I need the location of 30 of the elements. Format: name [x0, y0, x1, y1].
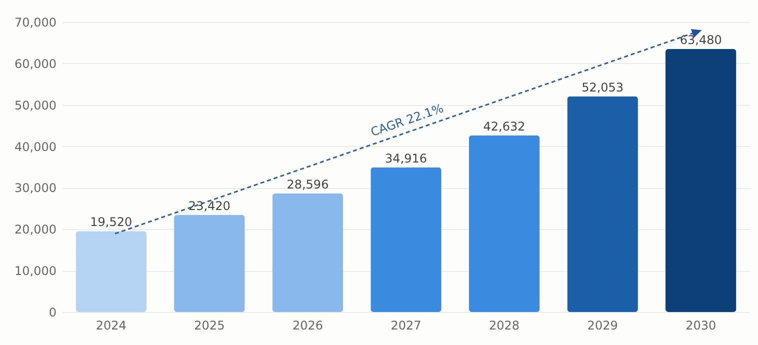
x-tick-label: 2029	[587, 318, 618, 332]
bar	[468, 135, 540, 312]
x-tick-label: 2028	[489, 318, 520, 332]
data-label: 63,480	[680, 33, 722, 48]
x-tick-label: 2025	[194, 318, 225, 332]
x-tick-label: 2026	[292, 318, 323, 332]
x-tick-label: 2024	[96, 318, 126, 332]
y-tick-label: 40,000	[14, 140, 56, 154]
y-tick-label: 20,000	[14, 222, 56, 237]
y-tick-label: 10,000	[14, 264, 56, 278]
y-tick-label: 60,000	[14, 56, 56, 71]
annotation: CAGR 22.1%	[368, 101, 446, 140]
y-tick-label: 0	[48, 306, 56, 320]
y-tick-label: 30,000	[14, 181, 56, 196]
data-label: 34,916	[385, 151, 427, 166]
data-label: 23,420	[188, 198, 230, 213]
bar	[174, 214, 245, 312]
bar	[665, 49, 736, 312]
y-tick-label: 50,000	[14, 98, 56, 112]
bar	[76, 231, 147, 312]
data-label: 52,053	[582, 80, 624, 94]
bar	[567, 96, 638, 312]
data-label: 19,520	[90, 215, 132, 230]
data-label: 42,632	[483, 119, 526, 134]
x-tick-label: 2027	[390, 318, 422, 332]
y-tick-label: 70,000	[14, 16, 56, 30]
data-label: 28,596	[286, 178, 329, 192]
bar	[370, 167, 442, 312]
bar	[272, 194, 344, 312]
x-tick-label: 2030	[686, 318, 716, 332]
